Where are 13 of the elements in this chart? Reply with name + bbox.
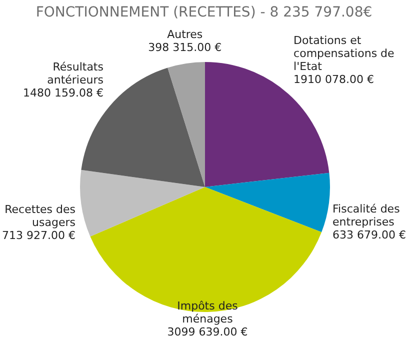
slice-label: Autres	[167, 28, 203, 41]
chart-title: FONCTIONNEMENT (RECETTES) - 8 235 797.08€	[36, 4, 372, 21]
data-label: 633 679.00 €	[332, 228, 406, 242]
slice-label: Dotations et compensations de l'Etat	[294, 34, 395, 74]
slice-label: Impôts des ménages	[177, 299, 238, 326]
data-label: 1480 159.08 €	[23, 86, 104, 100]
data-label: 398 315.00 €	[148, 40, 222, 54]
data-label: 713 927.00 €	[2, 229, 76, 242]
data-label: 3099 639.00 €	[167, 325, 248, 338]
data-label: 1910 078.00 €	[294, 73, 374, 86]
slice-label: Recettes des usagers	[4, 203, 76, 230]
slice-label: Fiscalité des entreprises	[332, 202, 400, 228]
slice-label: Résultats antérieurs	[47, 60, 104, 86]
